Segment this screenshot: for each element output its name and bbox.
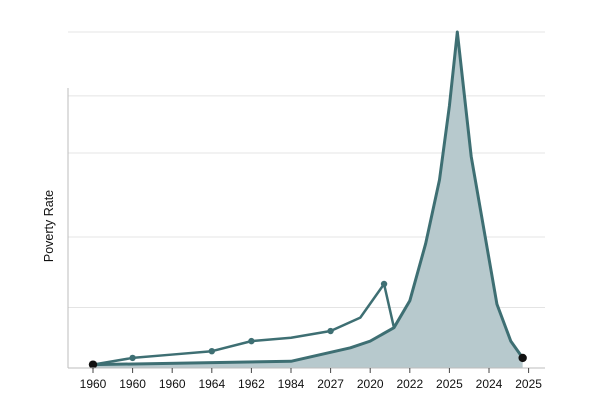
- axes: [67, 88, 545, 373]
- x-tick-label: 1960: [159, 377, 186, 391]
- area-series: [93, 32, 523, 368]
- data-point: [380, 280, 388, 288]
- start-point: [88, 360, 98, 369]
- x-tick-label: 1964: [198, 377, 225, 391]
- data-point: [208, 348, 215, 355]
- tick-labels: 1960 1960 1960 1964 1962 1984 2027 2020 2022 2025…: [80, 377, 543, 391]
- area-series-line: [91, 30, 525, 367]
- data-point: [129, 354, 136, 362]
- upper-series-line: [91, 282, 396, 366]
- end-point: [518, 353, 527, 363]
- x-tick-label: 2020: [357, 377, 384, 391]
- x-tick-label: 2027: [317, 377, 344, 391]
- x-tick-label: 1984: [278, 377, 305, 391]
- x-tick-label: 2022: [396, 377, 423, 391]
- data-point: [327, 327, 334, 335]
- x-tick-label: 2024: [476, 377, 503, 391]
- line-series: [88, 30, 527, 369]
- x-tick-label: 2025: [515, 377, 542, 391]
- data-point: [248, 337, 255, 345]
- x-tick-label: 1960: [119, 377, 146, 391]
- x-tick-label: 1962: [238, 377, 265, 391]
- x-tick-label: 2025: [436, 377, 463, 391]
- y-axis-label: Poverty Rate: [42, 190, 56, 262]
- x-tick-label: 1960: [80, 377, 107, 391]
- area-fill: [93, 32, 523, 368]
